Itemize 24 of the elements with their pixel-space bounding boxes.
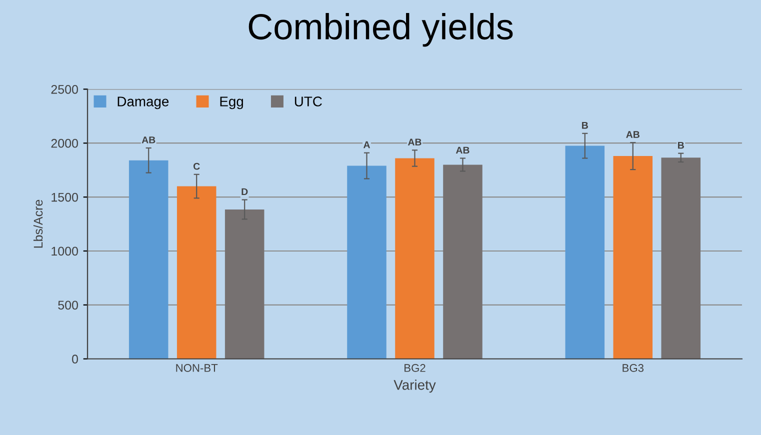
- y-axis-title: Lbs/Acre: [33, 200, 43, 248]
- x-tick-label: BG3: [622, 364, 644, 372]
- y-tick-label: 2000: [51, 138, 78, 148]
- legend-label: UTC: [294, 96, 322, 106]
- data-label: AB: [456, 146, 470, 154]
- x-tick-label: BG2: [404, 364, 426, 372]
- data-label: A: [363, 141, 370, 148]
- data-label: B: [678, 142, 684, 149]
- y-tick-label: 1500: [52, 192, 78, 202]
- y-tick-label: 1000: [52, 246, 78, 256]
- x-axis-title: Variety: [394, 380, 436, 393]
- y-tick-label: 0: [72, 354, 78, 364]
- data-label: AB: [142, 136, 156, 144]
- data-label: C: [193, 162, 200, 170]
- data-label: AB: [408, 138, 422, 146]
- legend-label: Egg: [220, 96, 243, 110]
- data-label: D: [242, 188, 248, 196]
- chart-title: Combined yields: [248, 13, 513, 47]
- y-tick-label: 2500: [51, 84, 78, 94]
- legend-label: Damage: [118, 96, 169, 110]
- data-label: AB: [626, 131, 640, 138]
- x-tick-label: NON-BT: [176, 364, 218, 372]
- data-label: B: [582, 122, 588, 129]
- y-tick-label: 500: [58, 300, 78, 310]
